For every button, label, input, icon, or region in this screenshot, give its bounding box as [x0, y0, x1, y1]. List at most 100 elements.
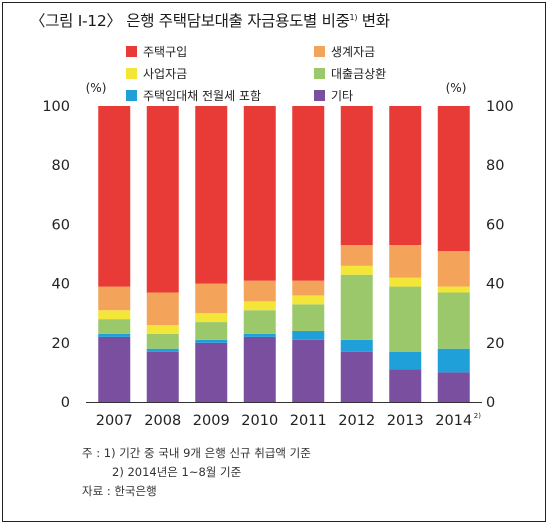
- bar-segment-2013-0: [389, 369, 422, 402]
- legend-label-housing-purchase: 주택구입: [143, 45, 188, 59]
- chart-title-suffix: 변화: [357, 12, 390, 30]
- bar-segment-2012-1: [340, 339, 373, 352]
- legend-label-business-funds: 사업자금: [143, 67, 188, 81]
- legend-item-living-expenses: 생계자금: [314, 43, 375, 60]
- bar-segment-2011-4: [292, 280, 325, 296]
- legend-swatch-rental-deposit: [126, 90, 137, 101]
- bar-segment-2009-1: [195, 339, 228, 343]
- note-line-1: 주 : 1) 기간 중 국내 9개 은행 신규 취급액 기준: [82, 446, 311, 460]
- x-tick-label-2011: 2011: [290, 413, 327, 429]
- chart-title-main: 〈그림 Ⅰ-12〉 은행 주택담보대출 자금용도별 비중: [30, 12, 350, 30]
- y-tick-right-40: 40: [486, 277, 504, 293]
- bar-segment-2009-2: [195, 322, 228, 340]
- legend-swatch-housing-purchase: [126, 46, 137, 57]
- legend-item-rental-deposit: 주택임대채 전월세 포함: [126, 87, 261, 104]
- bar-segment-2009-3: [195, 313, 228, 323]
- y-tick-right-20: 20: [486, 336, 504, 352]
- bar-segment-2008-1: [146, 348, 179, 352]
- legend-item-housing-purchase: 주택구입: [126, 43, 187, 60]
- legend-swatch-other: [314, 90, 325, 101]
- legend-swatch-business-funds: [126, 68, 137, 79]
- bar-segment-2008-3: [146, 325, 179, 334]
- y-tick-left-80: 80: [52, 158, 70, 174]
- legend-swatch-loan-repayment: [314, 68, 325, 79]
- legend-label-loan-repayment: 대출금상환: [331, 67, 387, 81]
- bar-segment-2008-5: [146, 106, 179, 293]
- bar-segment-2013-2: [389, 286, 422, 352]
- bar-segment-2011-2: [292, 304, 325, 331]
- bar-segment-2008-0: [146, 351, 179, 402]
- bar-segment-2007-5: [98, 106, 131, 287]
- chart-notes: 주 : 1) 기간 중 국내 9개 은행 신규 취급액 기준 2) 2014년은…: [82, 444, 311, 501]
- bar-segment-2013-1: [389, 351, 422, 370]
- note-source: 자료 : 한국은행: [82, 484, 157, 498]
- bar-segment-2012-4: [340, 245, 373, 266]
- bar-segment-2013-4: [389, 245, 422, 278]
- chart-title-footnote-mark: 1): [349, 12, 358, 22]
- bar-segment-2013-3: [389, 277, 422, 287]
- bar-segment-2014-0: [437, 372, 470, 402]
- bar-segment-2010-2: [243, 310, 276, 334]
- bar-segment-2011-0: [292, 339, 325, 402]
- legend-label-other: 기타: [331, 89, 354, 103]
- bar-segment-2014-2: [437, 292, 470, 349]
- bar-segment-2010-1: [243, 333, 276, 337]
- bar-segment-2011-3: [292, 295, 325, 305]
- bar-segment-2012-2: [340, 274, 373, 340]
- bar-segment-2014-4: [437, 251, 470, 287]
- bar-segment-2012-0: [340, 351, 373, 402]
- bar-segment-2012-5: [340, 106, 373, 246]
- legend-swatch-living-expenses: [314, 46, 325, 57]
- bar-segment-2014-5: [437, 106, 470, 252]
- legend-label-rental-deposit: 주택임대채 전월세 포함: [143, 89, 262, 103]
- x-tick-label-2010: 2010: [241, 413, 278, 429]
- bar-segment-2008-2: [146, 333, 179, 349]
- bar-segment-2009-0: [195, 342, 228, 402]
- chart-legend: 주택구입 생계자금 사업자금 대출금상환 주택임대채 전월세 포함 기타: [126, 43, 456, 107]
- y-tick-right-60: 60: [486, 217, 504, 233]
- legend-item-loan-repayment: 대출금상환: [314, 65, 386, 82]
- y-tick-left-40: 40: [52, 277, 70, 293]
- bar-segment-2011-5: [292, 106, 325, 281]
- chart-title: 〈그림 Ⅰ-12〉 은행 주택담보대출 자금용도별 비중1) 변화: [30, 9, 390, 31]
- bar-segment-2007-0: [98, 336, 131, 402]
- bar-segment-2013-5: [389, 106, 422, 246]
- bar-segment-2007-2: [98, 319, 131, 334]
- x-tick-label-2007: 2007: [96, 413, 133, 429]
- bar-segment-2010-5: [243, 106, 276, 281]
- x-tick-label-2009: 2009: [193, 413, 230, 429]
- bar-segment-2008-4: [146, 292, 179, 326]
- bars-group: [98, 106, 470, 402]
- y-tick-left-60: 60: [52, 217, 70, 233]
- bar-segment-2010-3: [243, 301, 276, 311]
- y-unit-right: (%): [446, 81, 467, 95]
- y-tick-left-20: 20: [52, 336, 70, 352]
- y-tick-left-0: 0: [61, 395, 70, 411]
- bar-segment-2007-4: [98, 286, 131, 311]
- x-tick-label-2013: 2013: [387, 413, 424, 429]
- bar-segment-2007-1: [98, 333, 131, 337]
- y-unit-left: (%): [86, 81, 107, 95]
- axes-group: 2007 2008 2009 2010 2011 2012 2013 2014 2) 0 0 20 20…: [42, 99, 513, 429]
- bar-segment-2009-4: [195, 283, 228, 314]
- bar-segment-2014-1: [437, 348, 470, 373]
- bar-segment-2010-0: [243, 336, 276, 402]
- y-tick-right-100: 100: [486, 99, 514, 115]
- bar-segment-2012-3: [340, 265, 373, 275]
- y-tick-left-100: 100: [42, 99, 70, 115]
- legend-label-living-expenses: 생계자금: [331, 45, 376, 59]
- legend-item-other: 기타: [314, 87, 353, 104]
- bar-segment-2010-4: [243, 280, 276, 302]
- x-tick-label-2008: 2008: [144, 413, 181, 429]
- x-tick-footnote-2014: 2): [474, 412, 481, 420]
- bar-segment-2007-3: [98, 310, 131, 320]
- bar-segment-2014-3: [437, 286, 470, 293]
- bar-segment-2011-1: [292, 330, 325, 340]
- y-tick-right-80: 80: [486, 158, 504, 174]
- x-tick-label-2014: 2014: [435, 413, 472, 429]
- x-tick-label-2012: 2012: [338, 413, 375, 429]
- y-tick-right-0: 0: [486, 395, 495, 411]
- bar-segment-2009-5: [195, 106, 228, 284]
- legend-item-business-funds: 사업자금: [126, 65, 187, 82]
